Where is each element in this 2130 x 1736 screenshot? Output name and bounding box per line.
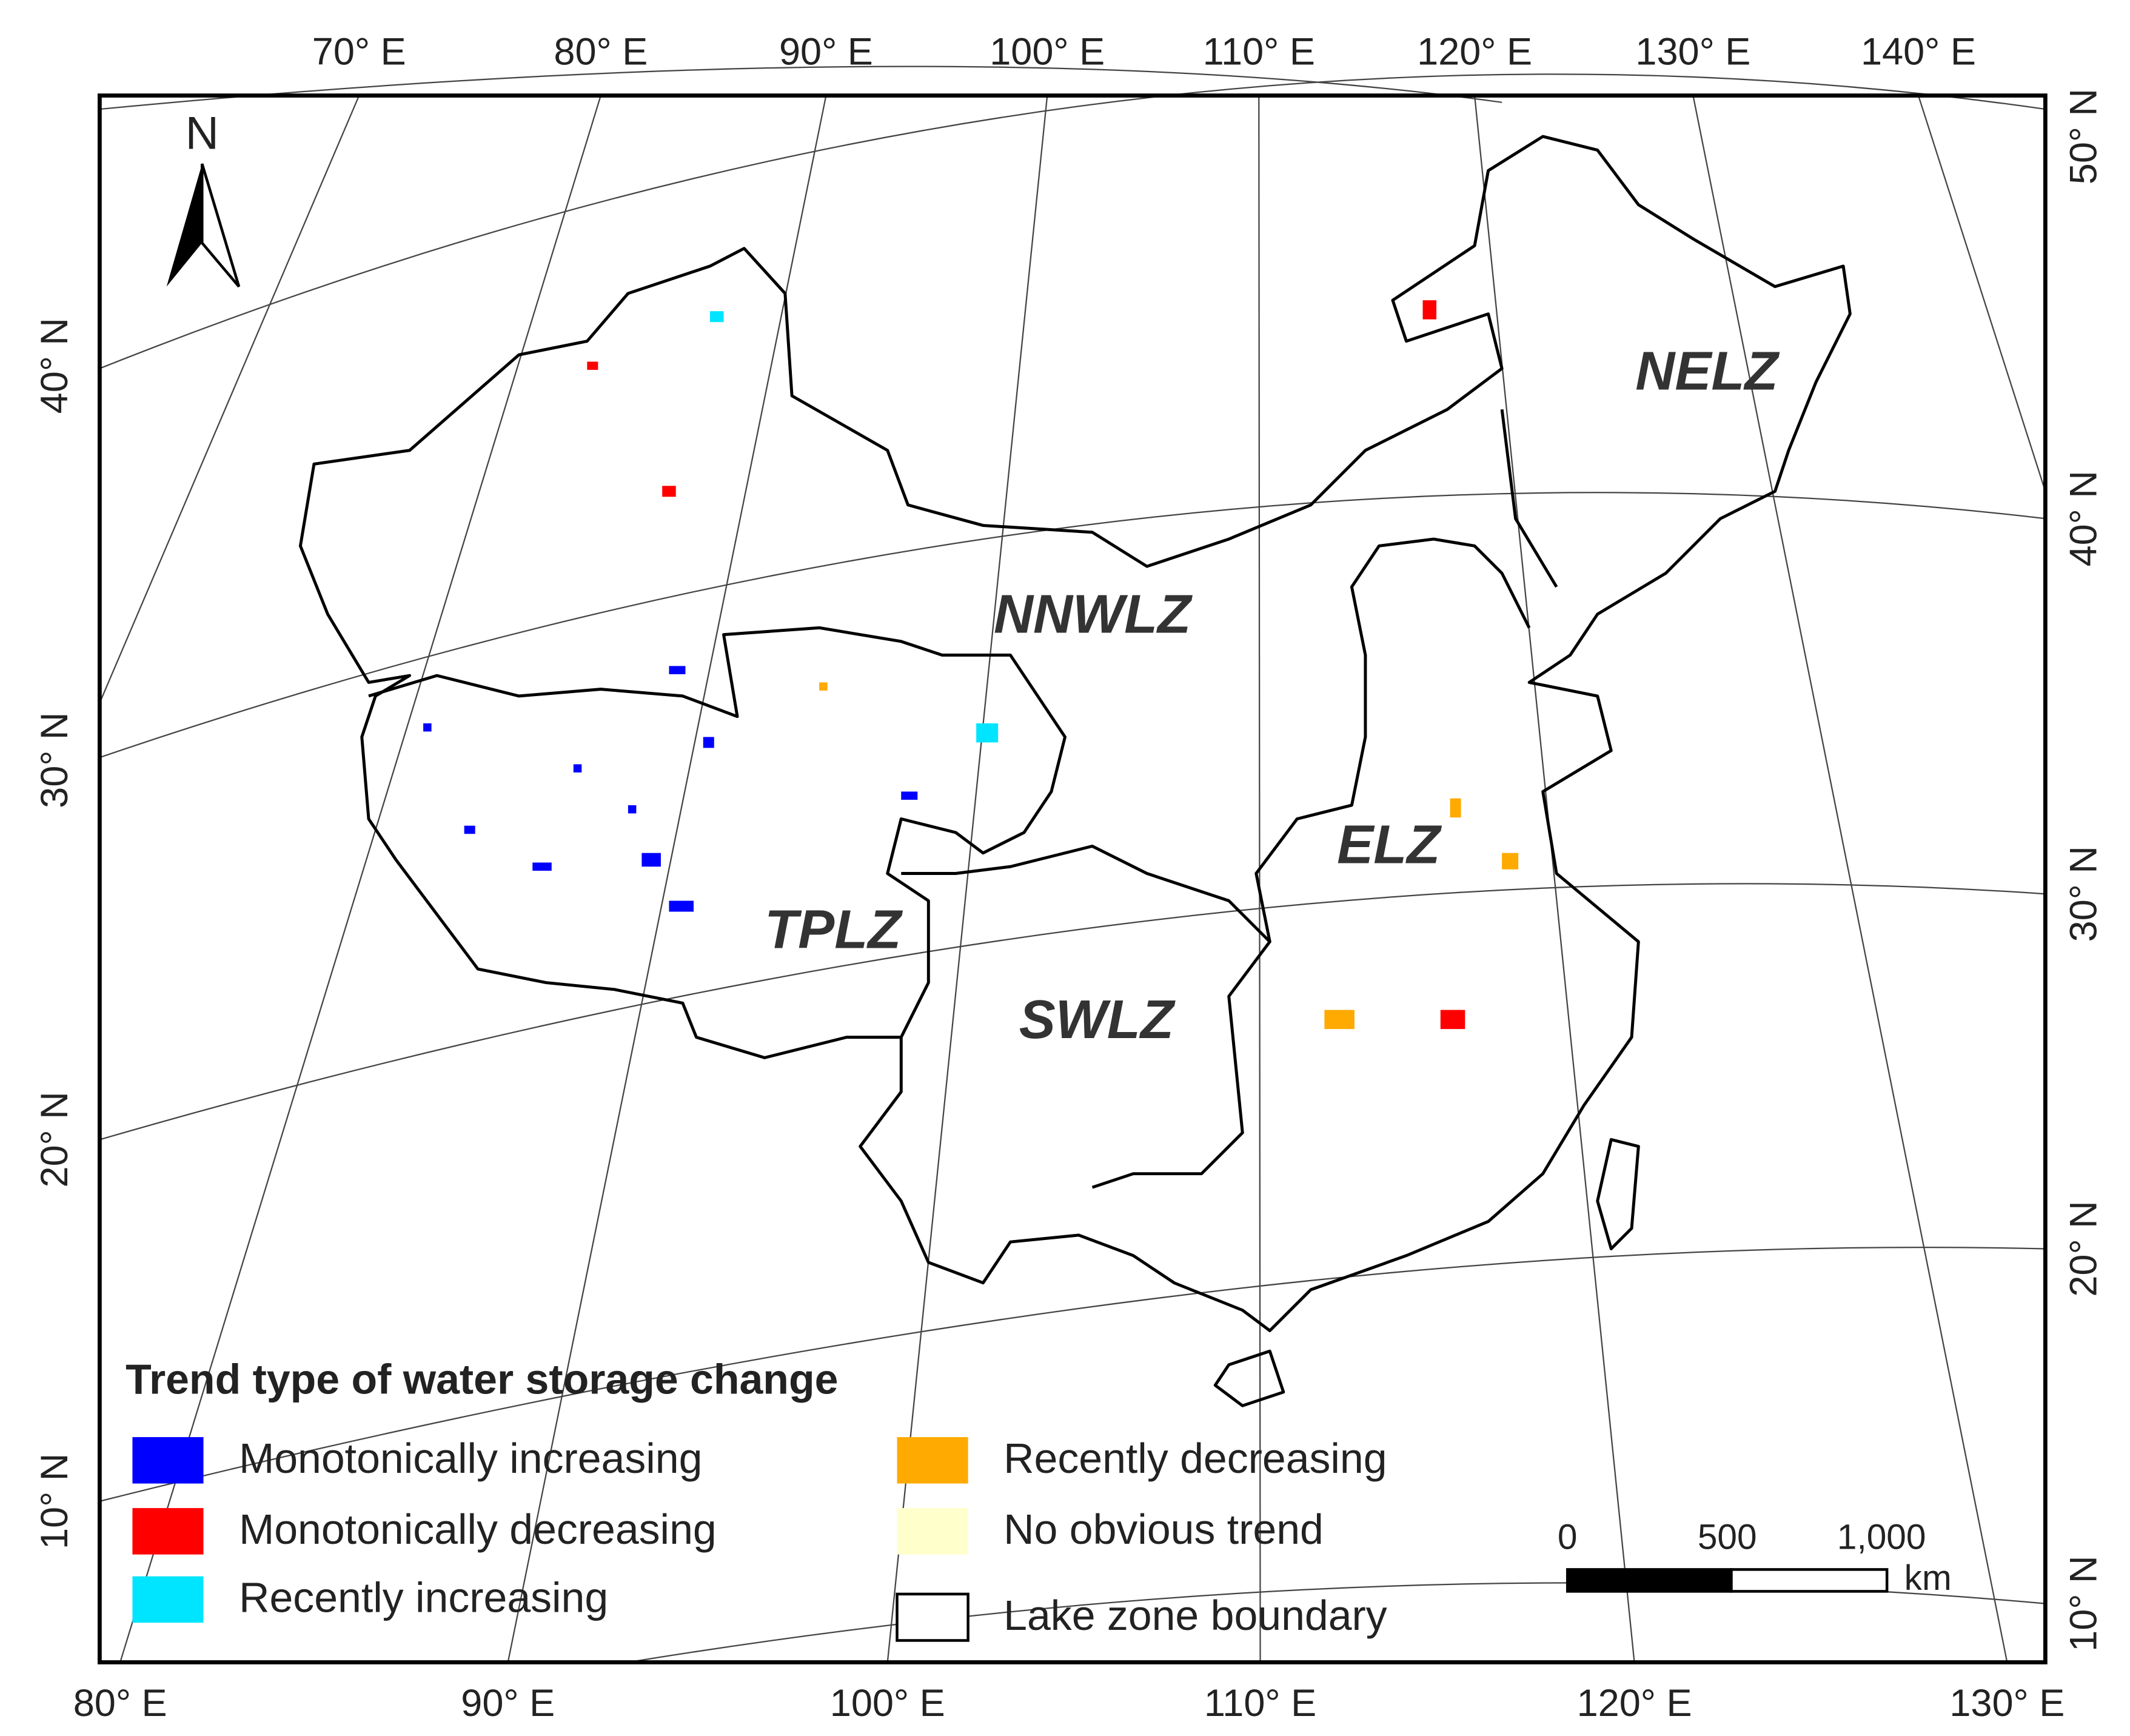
left-lat-label: 40° N [33, 318, 76, 414]
legend-title: Trend type of water storage change [126, 1355, 838, 1403]
bottom-lon-label: 90° E [461, 1682, 555, 1724]
legend-label: Recently decreasing [1003, 1435, 1387, 1482]
left-lat-label: 10° N [33, 1453, 76, 1549]
scale-bar-white [1730, 1568, 1889, 1593]
legend-label: Recently increasing [239, 1574, 608, 1621]
top-lon-label: 100° E [990, 31, 1105, 73]
labels: 70° E 80° E 90° E 100° E 110° E 120° E 130° E 1… [33, 31, 2105, 1724]
legend-label: Lake zone boundary [1003, 1592, 1387, 1639]
legend-label: Monotonically decreasing [239, 1506, 717, 1553]
top-lon-label: 70° E [312, 31, 406, 73]
legend-swatch [897, 1437, 968, 1484]
scale-label: 500 [1698, 1517, 1757, 1557]
zone-label: SWLZ [1019, 989, 1176, 1050]
zone-label: NNWLZ [994, 583, 1193, 645]
left-lat-label: 20° N [33, 1091, 76, 1187]
right-lat-label: 50° N [2063, 89, 2105, 184]
legend-swatch [132, 1576, 204, 1623]
legend-swatch [896, 1592, 970, 1642]
legend-swatch [132, 1508, 204, 1555]
lakes [423, 300, 1519, 1030]
map-frame [98, 93, 2048, 1664]
zone-label: TPLZ [765, 899, 903, 960]
bottom-lon-label: 130° E [1949, 1682, 2065, 1724]
legend-swatch [132, 1437, 204, 1484]
scale-unit: km [1904, 1558, 1952, 1598]
right-lat-label: 40° N [2063, 471, 2105, 566]
legend-swatch [897, 1508, 968, 1555]
right-lat-label: 10° N [2063, 1556, 2105, 1652]
zone-label: ELZ [1337, 814, 1442, 876]
legend-label: Monotonically increasing [239, 1435, 702, 1482]
scale-label: 0 [1558, 1517, 1578, 1557]
right-lat-label: 30° N [2063, 846, 2105, 942]
scale-label: 1,000 [1837, 1517, 1926, 1557]
top-lon-label: 130° E [1635, 31, 1750, 73]
bottom-lon-label: 100° E [830, 1682, 945, 1724]
north-label: N [186, 107, 219, 159]
bottom-lon-label: 80° E [73, 1682, 167, 1724]
top-lon-label: 120° E [1417, 31, 1532, 73]
left-lat-label: 30° N [33, 712, 76, 808]
bottom-lon-label: 110° E [1204, 1682, 1316, 1724]
zone-label: NELZ [1635, 341, 1780, 402]
top-lon-label: 90° E [779, 31, 873, 73]
top-lon-label: 80° E [554, 31, 648, 73]
top-lon-label: 140° E [1861, 31, 1976, 73]
bottom-lon-label: 120° E [1577, 1682, 1692, 1724]
right-lat-label: 20° N [2063, 1201, 2105, 1296]
legend-label: No obvious trend [1003, 1506, 1324, 1553]
lake-zones [298, 135, 1852, 1407]
scale-bar-black [1566, 1568, 1733, 1593]
top-lon-label: 110° E [1203, 31, 1315, 73]
